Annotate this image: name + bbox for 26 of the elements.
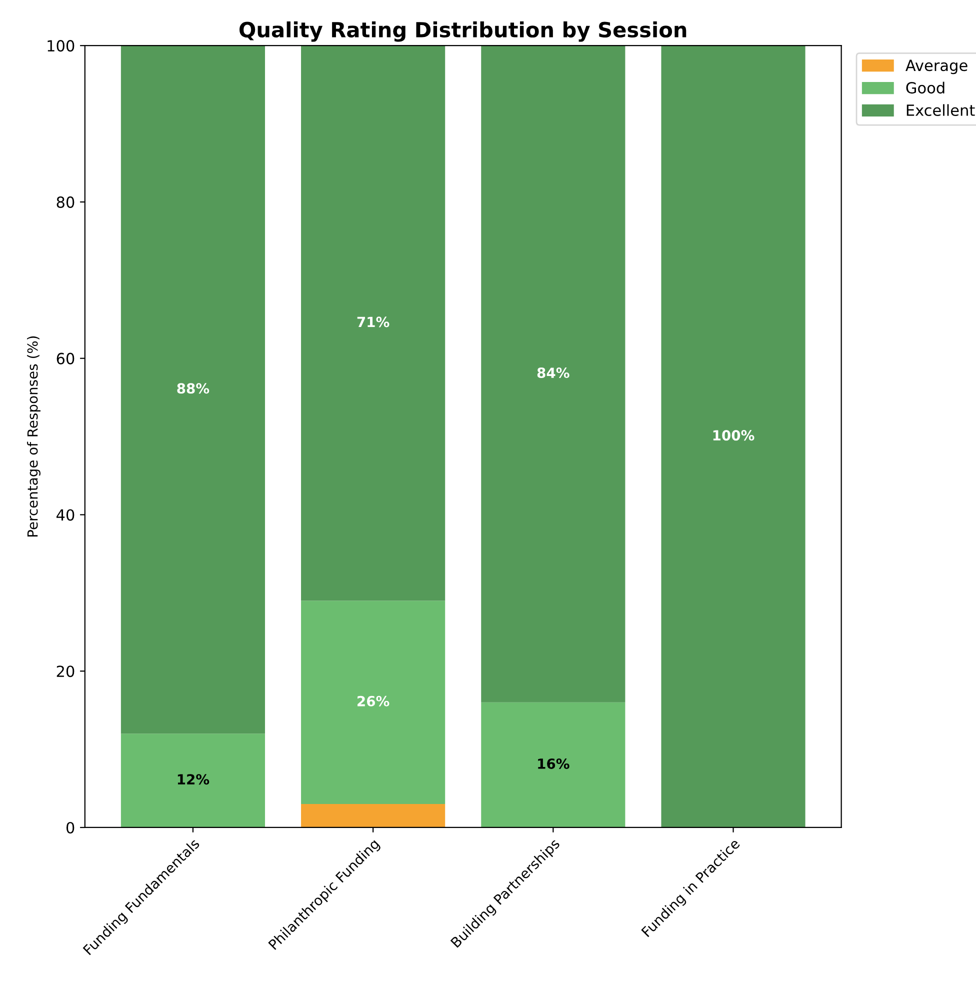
legend-label: Excellent xyxy=(906,104,975,116)
bar xyxy=(301,46,446,601)
y-axis-title: Percentage of Responses (%) xyxy=(27,336,40,537)
bar xyxy=(120,734,266,828)
y-tick-label: 100 xyxy=(48,40,74,52)
data-label: 88% xyxy=(177,383,210,394)
data-label: 84% xyxy=(537,368,570,378)
y-tick-label: 60 xyxy=(56,352,74,364)
data-label: 26% xyxy=(358,696,390,706)
bar xyxy=(481,46,626,702)
bar xyxy=(301,804,446,828)
bar xyxy=(120,46,266,734)
y-tick-label: 40 xyxy=(56,509,74,521)
bar xyxy=(301,600,446,804)
y-tick-label: 20 xyxy=(56,666,74,678)
bar xyxy=(481,702,626,828)
data-label: 71% xyxy=(357,316,390,328)
y-tick-label: 0 xyxy=(66,822,74,834)
data-label: 16% xyxy=(538,758,570,769)
data-label: 100% xyxy=(713,430,754,441)
legend-label: Good xyxy=(906,82,944,94)
chart-title: Quality Rating Distribution by Session xyxy=(240,21,686,42)
bar xyxy=(661,46,806,828)
legend-label: Average xyxy=(906,60,968,74)
y-tick-label: 80 xyxy=(56,196,74,208)
data-label: 12% xyxy=(178,774,210,785)
